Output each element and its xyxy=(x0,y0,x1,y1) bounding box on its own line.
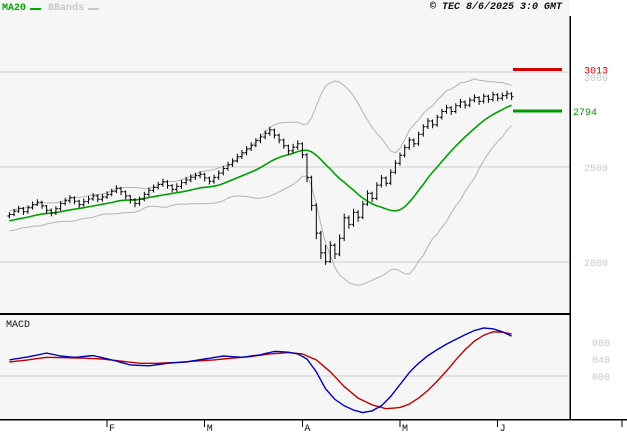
copyright-text: © TEC 8/6/2025 3:0 GMT xyxy=(429,2,562,13)
support-level-label: 2794 xyxy=(573,108,597,119)
ma20-line xyxy=(9,104,512,222)
price-axis-label: 2000 xyxy=(584,259,608,270)
ma20-legend-label: MA20 xyxy=(2,3,27,14)
price-axis-label: 3000 xyxy=(584,74,608,85)
chart-background xyxy=(0,0,570,420)
resistance-level-label: 3013 xyxy=(584,67,608,78)
bollinger-lower-line xyxy=(9,125,512,286)
ma20-legend-dash xyxy=(30,7,42,10)
macd-axis-label: 000 xyxy=(592,373,610,384)
legend: MA20 BBands xyxy=(2,3,106,14)
macd-axis-label: 080 xyxy=(592,339,610,350)
macd-line xyxy=(9,327,512,414)
bbands-legend-dash xyxy=(88,7,100,10)
price-axis-label: 2500 xyxy=(584,164,608,175)
month-label: M xyxy=(402,424,408,435)
ohlc-bars xyxy=(7,90,514,265)
month-label: A xyxy=(304,424,310,435)
month-label: M xyxy=(207,424,213,435)
month-label: J xyxy=(500,424,506,435)
macd-panel-label: MACD xyxy=(6,320,31,331)
month-label: F xyxy=(109,424,115,435)
macd-axis-label: 040 xyxy=(592,356,610,367)
bbands-legend-label: BBands xyxy=(48,3,85,14)
